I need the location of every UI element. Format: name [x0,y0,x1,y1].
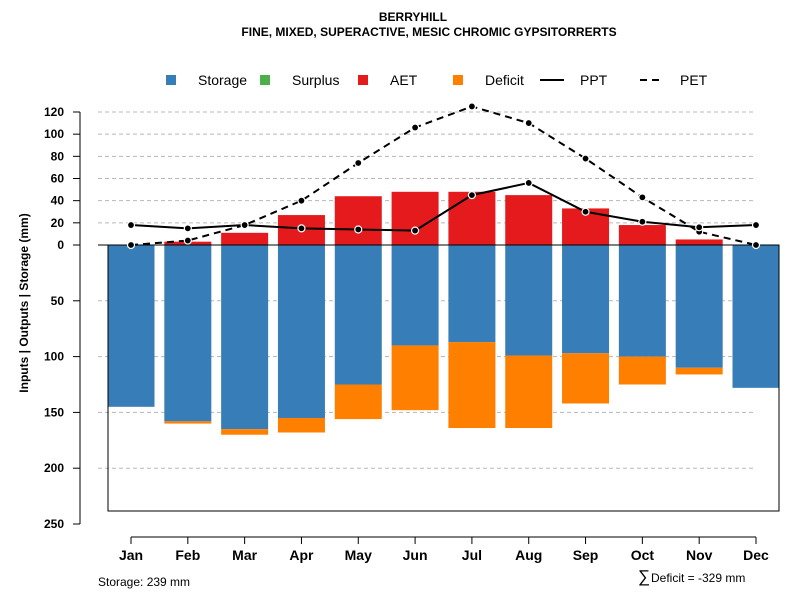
ppt-point [126,220,136,230]
storage-bar [732,245,780,388]
ppt-point [695,223,704,232]
x-tick-label: Mar [232,547,257,563]
aet-legend-swatch [358,75,368,85]
y-tick-label: 250 [44,517,64,531]
x-tick-label: Jan [119,547,143,563]
storage-bar [107,245,155,407]
y-tick-label: 0 [57,238,64,252]
deficit-bar [391,345,439,411]
x-tick-label: Nov [686,547,713,563]
y-tick-label: 150 [44,405,64,419]
chart-title: BERRYHILL [379,10,447,24]
legend-label: Storage [198,72,247,88]
deficit-bar [277,417,325,433]
pet-point [581,154,590,163]
pet-point [410,123,420,132]
x-tick-label: Sep [573,547,599,563]
deficit-note: Deficit = -329 mm [651,571,745,585]
storage-bar [675,245,723,368]
legend-label: Surplus [292,72,339,88]
aet-bar [618,225,666,245]
storage-bar [221,245,269,430]
x-tick-label: Oct [631,547,655,563]
ppt-line [130,181,757,232]
ppt-point [581,207,590,216]
y-tick-label: 100 [44,350,64,364]
storage-bar [334,245,382,385]
lines [126,102,761,250]
legend-label: PET [680,72,708,88]
ppt-point [638,217,647,226]
surplus-legend-swatch [260,75,270,85]
aet-bar [221,232,269,245]
pet-point [467,102,477,111]
deficit-bar [164,421,212,424]
storage-bar [448,245,496,343]
storage-bar [164,245,212,422]
storage-bar [505,245,553,356]
deficit-bar [675,367,723,375]
deficit-bar [562,353,610,404]
ppt-point [183,224,192,233]
legend-label: AET [390,72,418,88]
storage-bar [562,245,610,354]
ppt-point [751,220,761,230]
storage-legend-swatch [166,75,176,85]
aet-bar [675,239,723,245]
x-tick-label: Dec [743,547,769,563]
ppt-point [410,226,420,235]
y-tick-label: 20 [51,216,65,230]
x-axis: Jan Feb Mar Apr May Jun Jul Aug Sep Oct Nov Dec [119,536,769,563]
aet-bar [505,195,553,245]
deficit-sum-icon: ∑ [638,567,650,586]
y-tick-label: 100 [44,127,64,141]
aet-bar [334,196,382,245]
y-tick-label: 80 [51,149,65,163]
deficit-legend-swatch [453,75,463,85]
y-axis: 0 20 40 60 80 100 120 50 100 150 200 250 [44,105,81,531]
pet-line [130,105,757,246]
chart-subtitle: FINE, MIXED, SUPERACTIVE, MESIC CHROMIC … [241,25,616,39]
pet-point [126,240,136,250]
x-tick-label: Apr [289,547,314,563]
y-tick-label: 200 [44,461,64,475]
bars [107,191,780,435]
deficit-bar [618,356,666,385]
ppt-point [524,178,533,188]
legend-label: Deficit [485,72,524,88]
y-tick-label: 120 [44,105,64,119]
storage-bar [391,245,439,346]
deficit-bar [505,355,553,429]
deficit-bar [221,429,269,435]
storage-bar [618,245,666,357]
pet-point [751,240,761,250]
x-tick-label: Aug [515,547,542,563]
pet-point [524,118,533,128]
ppt-point [467,191,477,200]
x-tick-label: May [345,547,372,563]
ppt-point [354,225,363,234]
storage-bar [277,245,325,418]
x-tick-label: Jun [403,547,428,563]
y-tick-label: 60 [51,172,65,186]
aet-bar [391,191,439,245]
pet-point [638,193,647,202]
y-axis-label: Inputs | Outputs | Storage (mm) [17,213,31,392]
aet-bar [448,191,496,245]
ppt-point [297,224,306,233]
y-tick-label: 40 [51,194,65,208]
pet-point [354,158,363,168]
storage-note: Storage: 239 mm [98,575,190,589]
pet-point [183,236,192,245]
x-tick-label: Feb [175,547,200,563]
chart-legend: Storage Surplus AET Deficit PPT PET [166,72,708,88]
y-tick-label: 50 [51,294,65,308]
ppt-point [240,220,249,230]
deficit-bar [448,342,496,429]
pet-point [297,196,306,205]
deficit-bar [334,384,382,420]
legend-label: PPT [580,72,608,88]
x-tick-label: Jul [462,547,482,563]
